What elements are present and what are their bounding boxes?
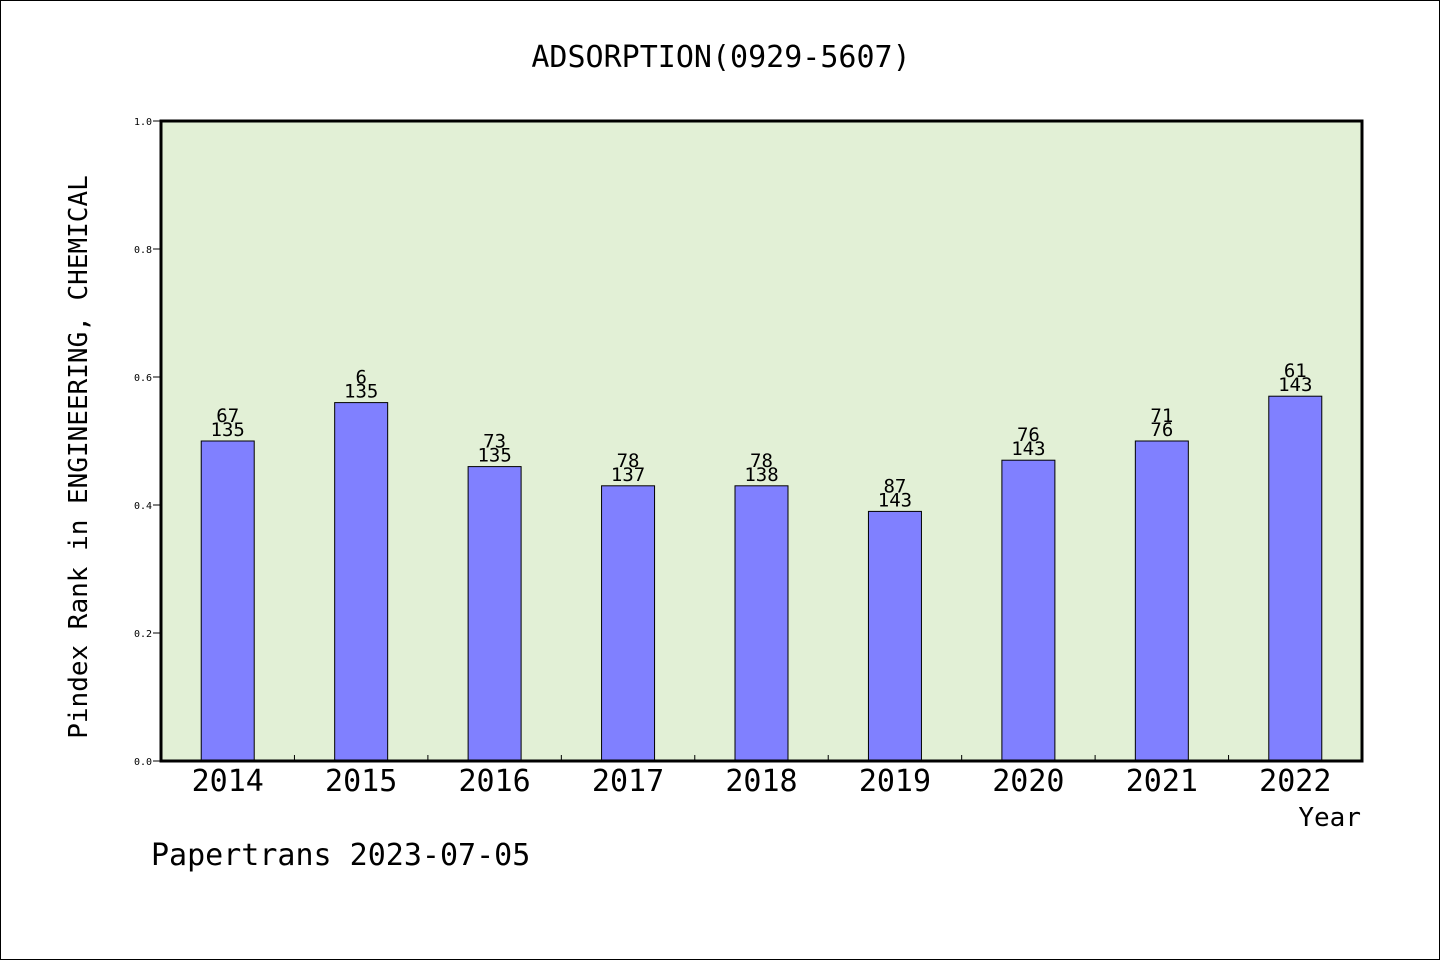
- data-label-top: 78: [617, 450, 640, 472]
- x-tick-label: 2022: [1259, 764, 1331, 799]
- chart-title: ADSORPTION(0929-5607): [531, 40, 910, 75]
- footer-text: Papertrans 2023-07-05: [151, 838, 530, 873]
- x-tick-label: 2018: [725, 764, 797, 799]
- data-label-bottom: 135: [344, 381, 378, 403]
- x-tick-label: 2017: [592, 764, 664, 799]
- data-label-top: 61: [1284, 360, 1307, 382]
- x-axis-ticks: 2014 2015 2016 2017 2018 2019 2020 2021 2022: [192, 755, 1331, 799]
- bar-2020: [1001, 459, 1056, 762]
- y-tick-label: 1.0: [134, 117, 152, 128]
- bar-2018: [734, 485, 789, 762]
- data-label-top: 67: [216, 405, 239, 427]
- data-label-bottom: 143: [1011, 438, 1045, 460]
- bar-2014: [200, 440, 255, 762]
- bar-2015: [334, 402, 389, 762]
- x-tick-label: 2021: [1126, 764, 1198, 799]
- data-label-bottom: 76: [1150, 419, 1173, 441]
- bar-2022: [1268, 395, 1323, 762]
- x-tick-label: 2020: [992, 764, 1064, 799]
- y-tick-label: 0.4: [134, 501, 152, 512]
- data-label-bottom: 138: [744, 464, 778, 486]
- x-tick-label: 2015: [325, 764, 397, 799]
- data-label-top: 71: [1150, 405, 1173, 427]
- data-label-top: 87: [883, 475, 906, 497]
- x-tick-label: 2019: [859, 764, 931, 799]
- x-tick-label: 2014: [192, 764, 264, 799]
- y-tick-label: 0.0: [134, 757, 152, 768]
- data-label-bottom: 143: [878, 489, 912, 511]
- bar-2019: [867, 510, 922, 762]
- bar-2021: [1134, 440, 1189, 762]
- data-label-top: 76: [1017, 424, 1040, 446]
- y-tick-label: 0.8: [134, 245, 152, 256]
- plot-border: [159, 119, 1364, 763]
- data-label-bottom: 143: [1278, 374, 1312, 396]
- y-tick-label: 0.2: [134, 629, 152, 640]
- data-label-bottom: 135: [477, 445, 511, 467]
- data-label-top: 6: [355, 367, 366, 389]
- data-label-bottom: 137: [611, 464, 645, 486]
- x-axis-label: Year: [1298, 803, 1361, 833]
- bars-group: [200, 395, 1323, 762]
- y-tick-label: 0.6: [134, 373, 152, 384]
- bar-2017: [601, 485, 656, 762]
- data-label-top: 78: [750, 450, 773, 472]
- y-axis-ticks: 0.0 0.2 0.4 0.6 0.8 1.0: [134, 117, 161, 768]
- data-label-top: 73: [483, 431, 506, 453]
- data-label-bottom: 135: [211, 419, 245, 441]
- x-tick-label: 2016: [458, 764, 530, 799]
- y-axis-label: Pindex Rank in ENGINEERING, CHEMICAL: [64, 175, 94, 739]
- bar-2016: [467, 466, 522, 762]
